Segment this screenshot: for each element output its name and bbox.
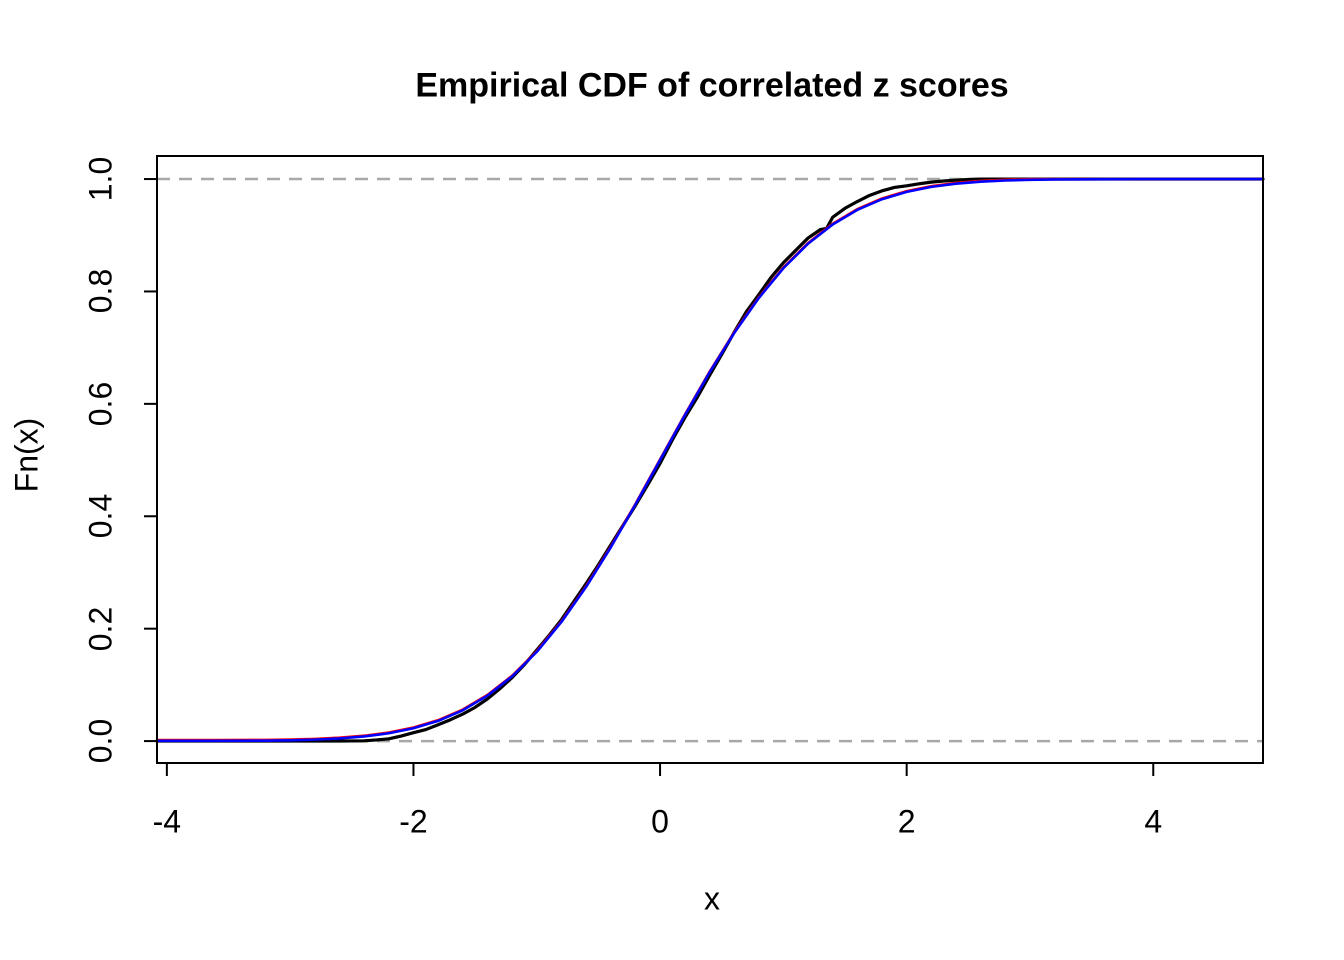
y-tick-label: 0.0 (82, 718, 119, 764)
y-tick-label: 1.0 (82, 156, 119, 202)
x-tick-label: 0 (651, 803, 669, 840)
y-tick-label: 0.2 (82, 606, 119, 651)
x-tick-label: 4 (1144, 803, 1163, 840)
y-tick-label: 0.8 (82, 269, 119, 314)
y-tick-label: 0.6 (82, 381, 119, 427)
normal-cdf-red-curve (155, 177, 1265, 742)
x-tick-label: -2 (399, 803, 428, 840)
plot-border (156, 155, 1264, 764)
normal-cdf-blue-curve (155, 177, 1265, 743)
x-tick-label: 2 (897, 803, 916, 840)
x-tick-label: -4 (152, 803, 182, 840)
y-axis-label: Fn(x) (8, 417, 45, 493)
chart-title: Empirical CDF of correlated z scores (415, 66, 1009, 105)
y-tick-label: 0.4 (82, 494, 119, 539)
empirical-cdf-curve (155, 177, 1265, 743)
x-axis-label: x (704, 880, 720, 917)
